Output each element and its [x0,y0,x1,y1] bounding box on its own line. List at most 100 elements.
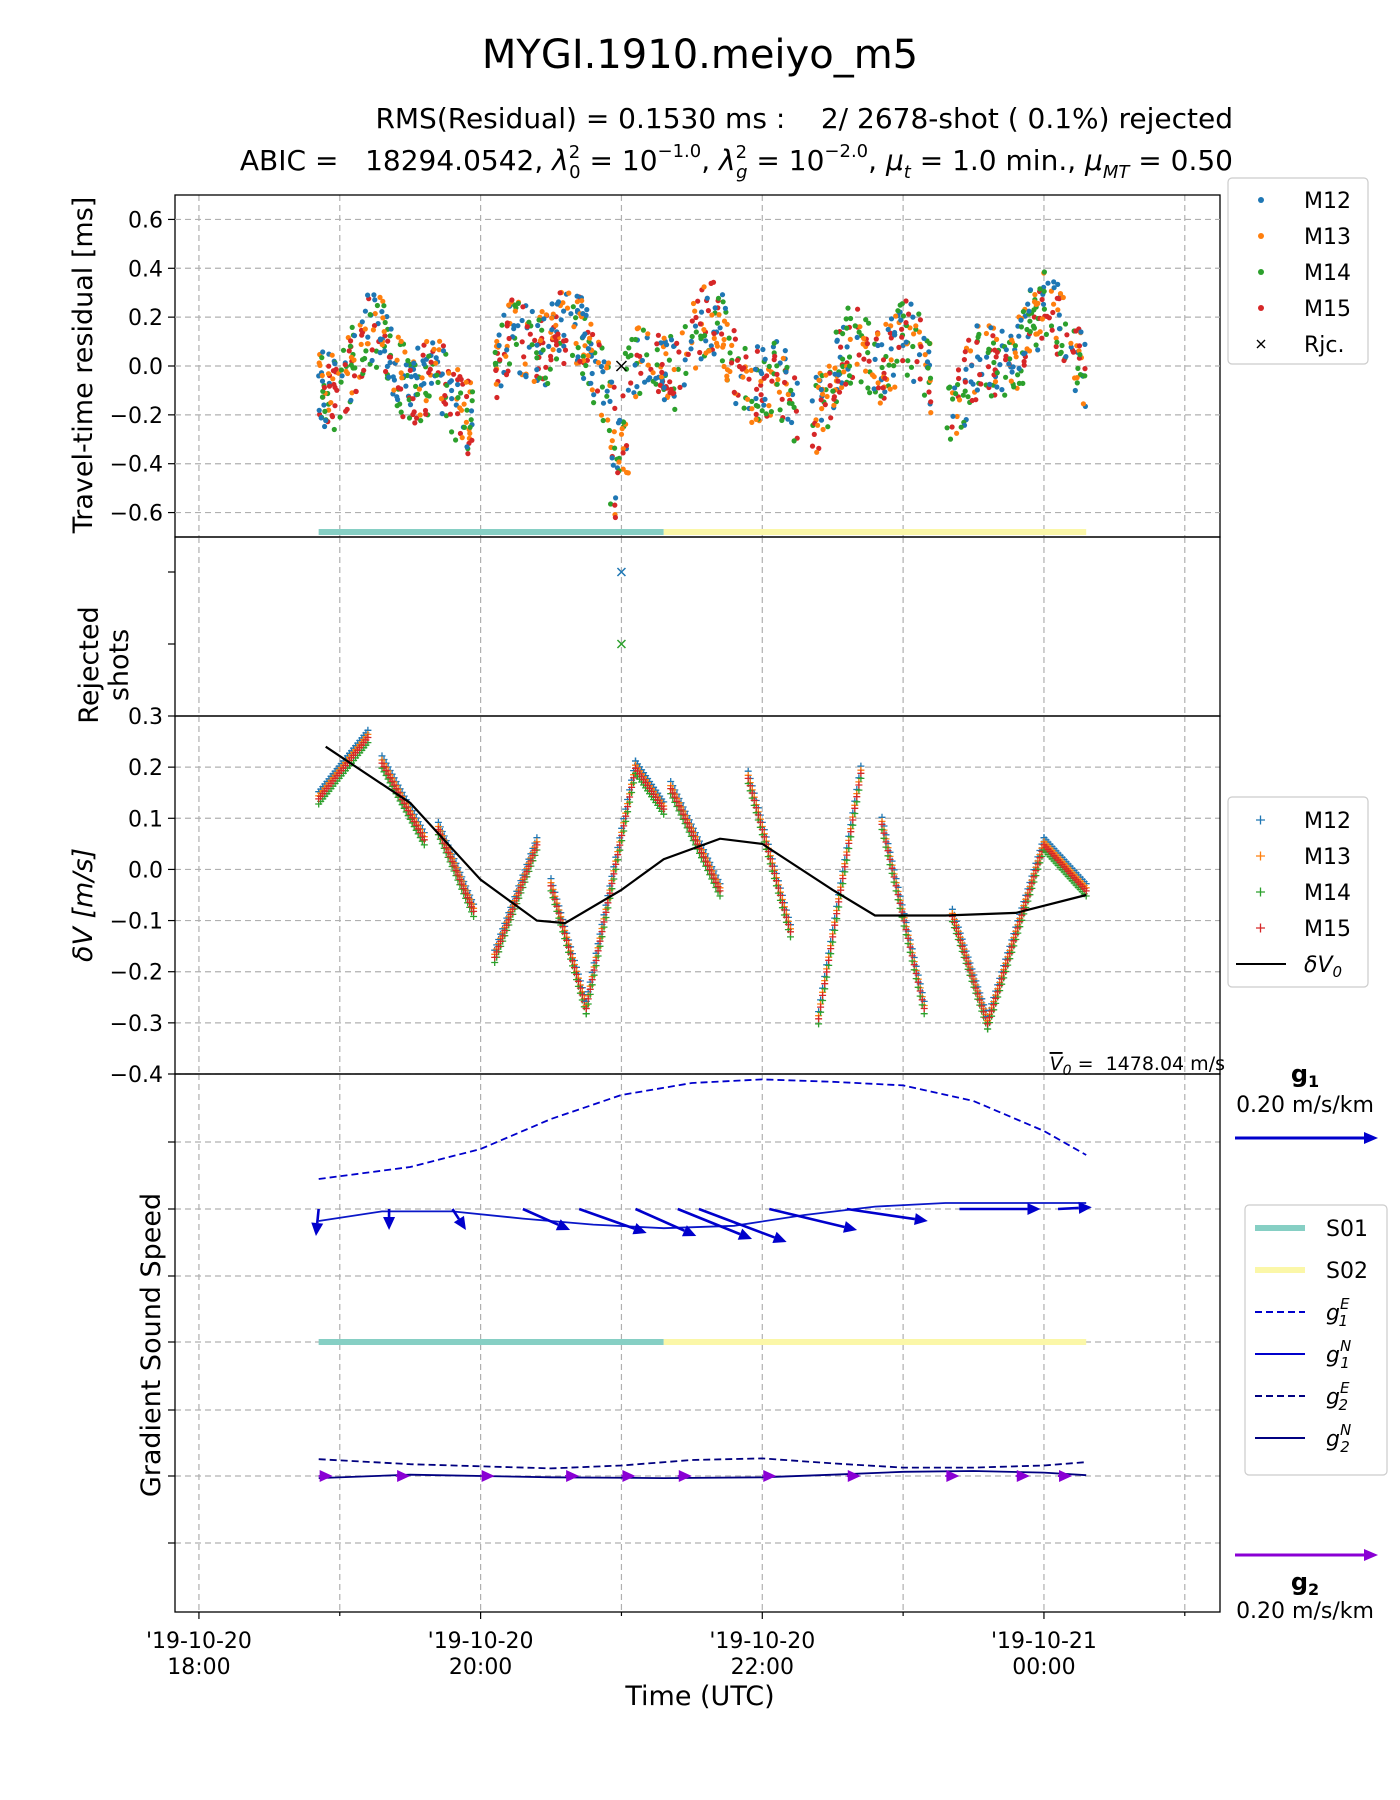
residual-point [914,359,920,365]
residual-point [534,355,540,361]
residual-point [743,354,749,360]
residual-point [365,334,371,340]
g2-arrow [1058,1470,1073,1482]
residual-point [832,371,838,377]
residual-point [771,357,777,363]
residual-point [623,443,630,449]
residual-point [668,337,675,343]
residual-point [1003,374,1009,380]
dv-point [774,884,782,892]
dv-point [578,991,586,999]
residual-point [1039,335,1045,341]
residual-point [899,334,905,340]
dv-point [559,923,567,931]
residual-point [639,357,646,364]
residual-point [348,338,354,344]
dv-point [986,1014,994,1021]
y-tick-label: 0.4 [128,257,163,282]
legend-label: M15 [1304,297,1351,322]
residual-point [453,437,459,443]
residual-point [319,378,326,384]
y-tick-label: −0.2 [110,404,163,429]
residual-point [785,391,791,398]
residual-point [322,423,328,430]
residual-point [697,349,703,356]
residual-point [926,349,932,355]
residual-point [893,313,899,319]
residual-point [414,415,420,421]
residual-point [693,365,699,371]
residual-point [675,366,681,372]
residual-point [440,343,446,349]
dv-point [416,829,424,836]
dv-point [845,839,853,847]
residual-point [714,343,721,349]
dv-point [491,953,499,961]
residual-point [711,351,717,357]
residual-point [455,411,461,417]
residual-point [1018,324,1024,330]
residual-point [950,413,956,419]
dv-point [748,789,756,797]
dv-point [626,793,634,801]
residual-point [547,366,553,372]
legend-label: M14 [1304,881,1351,906]
legend-item: δV0 [1236,953,1342,981]
residual-point [975,334,981,340]
residual-point [383,368,389,375]
residual-point [776,389,783,395]
residual-point [618,431,625,437]
residual-point [1009,337,1015,343]
residual-point [511,323,517,329]
residual-point [604,393,610,399]
residual-point [761,402,767,408]
residual-point [604,365,610,371]
residual-point [527,331,533,337]
residual-point [720,342,727,348]
residual-point [534,342,540,348]
residual-point [387,333,393,339]
x-tick-label: 20:00 [449,1655,512,1680]
residual-point [692,323,699,329]
residual-point [1082,366,1088,372]
residual-point [653,381,659,387]
dv-point [754,811,762,819]
residual-point [883,321,889,327]
residual-point [911,378,917,384]
residual-point [734,357,741,363]
dv-point [620,822,628,830]
residual-point [990,333,996,339]
residual-point [573,340,579,347]
residual-point [1037,286,1043,292]
residual-point [536,317,542,323]
g1-key-arrow [1235,1132,1378,1144]
dv-point [821,980,829,988]
residual-point [861,356,867,362]
residual-point [999,328,1005,334]
dv-point [386,774,394,782]
dv-point [1022,898,1030,906]
residual-point [987,381,993,387]
dv-point [878,820,886,828]
dv-point [584,995,592,1003]
residual-point [906,311,912,317]
dv-point [598,928,606,936]
residual-point [351,357,357,363]
residual-point [1018,317,1024,323]
residual-point [921,335,927,341]
residual-point [866,358,872,364]
y-tick-label: −0.3 [110,1012,163,1037]
residual-point [605,417,611,423]
residual-point [753,395,759,402]
residual-point [413,383,419,389]
residual-point [714,320,721,326]
dv-point [884,847,892,855]
residual-legend: M12 M13 M14 M15 Rjc. [1227,177,1369,365]
y-tick-label: 0.0 [128,355,163,380]
residual-point [731,328,737,334]
residual-point [854,334,860,340]
legend-label: gE 2 [1326,1379,1350,1414]
dv-point [677,806,685,814]
g1-arrow [846,1207,928,1226]
residual-point [924,359,931,365]
